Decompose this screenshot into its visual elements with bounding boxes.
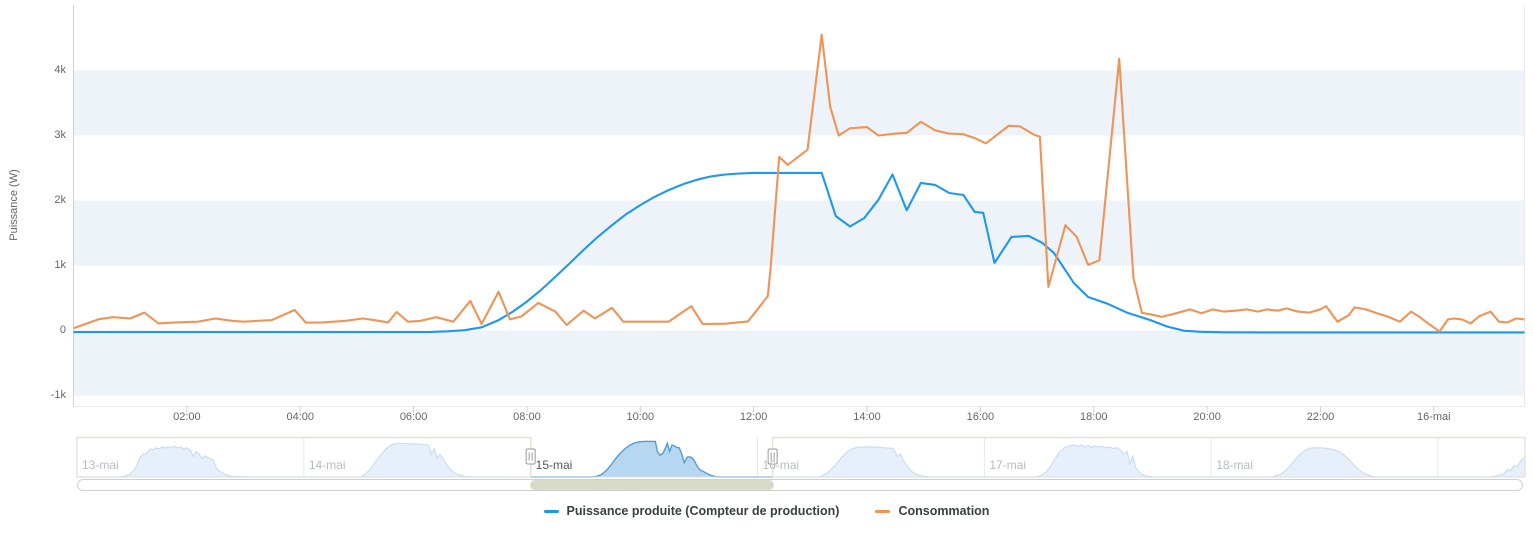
x-axis-label: 12:00: [739, 411, 768, 423]
y-axis-label: 4k: [54, 64, 66, 76]
navigator-series-selected-line: [530, 440, 773, 478]
x-axis-label: 02:00: [173, 411, 201, 423]
x-axis-label: 22:00: [1306, 411, 1335, 423]
x-axis-label: 18:00: [1079, 411, 1108, 423]
x-axis-label: 04:00: [286, 411, 314, 423]
navigator-handle-right[interactable]: [767, 448, 778, 465]
navigator-day-label: 15-mai: [535, 458, 573, 472]
navigator-handle-left[interactable]: [525, 448, 536, 465]
legend-marker-consumption: [875, 509, 891, 513]
x-axis-label: 20:00: [1193, 411, 1221, 423]
x-axis-label: 16:00: [966, 411, 995, 423]
legend-label-consumption: Consommation: [898, 504, 990, 518]
x-axis-label: 06:00: [399, 411, 428, 423]
y-axis-label: 1k: [54, 259, 66, 271]
consumption-line: [73, 33, 1525, 333]
legend-item-consumption[interactable]: Consommation: [875, 504, 989, 518]
x-axis-label: 08:00: [513, 411, 541, 423]
x-axis-label: 10:00: [626, 411, 655, 423]
scrollbar-track[interactable]: [77, 479, 1523, 491]
plot-band: [73, 330, 1525, 396]
y-axis-label: 3k: [54, 129, 66, 141]
navigator-day-label: 14-mai: [308, 458, 346, 472]
plot-band: [73, 70, 1525, 136]
navigator-day-label: 18-mai: [1216, 458, 1253, 472]
y-axis-label: 2k: [54, 194, 66, 206]
navigator-series-selected-area: [530, 441, 773, 477]
navigator-day-label: 16-mai: [762, 458, 800, 472]
y-axis-label: 0: [59, 324, 66, 336]
navigator-series-dim-area: [77, 441, 1525, 477]
legend: Puissance produite (Compteur de producti…: [0, 504, 1533, 518]
navigator-day-label: 17-mai: [989, 458, 1027, 472]
x-axis-label: 14:00: [853, 411, 881, 423]
legend-label-production: Puissance produite (Compteur de producti…: [566, 504, 840, 518]
production-line: [73, 171, 1525, 334]
scrollbar-thumb[interactable]: [529, 480, 774, 490]
plot-band: [73, 200, 1525, 266]
navigator-day-label: 13-mai: [82, 458, 119, 472]
legend-marker-production: [543, 509, 559, 513]
legend-item-production[interactable]: Puissance produite (Compteur de producti…: [543, 504, 840, 518]
x-axis-label: 16-mai: [1417, 411, 1451, 423]
y-axis-label: -1k: [50, 389, 66, 401]
